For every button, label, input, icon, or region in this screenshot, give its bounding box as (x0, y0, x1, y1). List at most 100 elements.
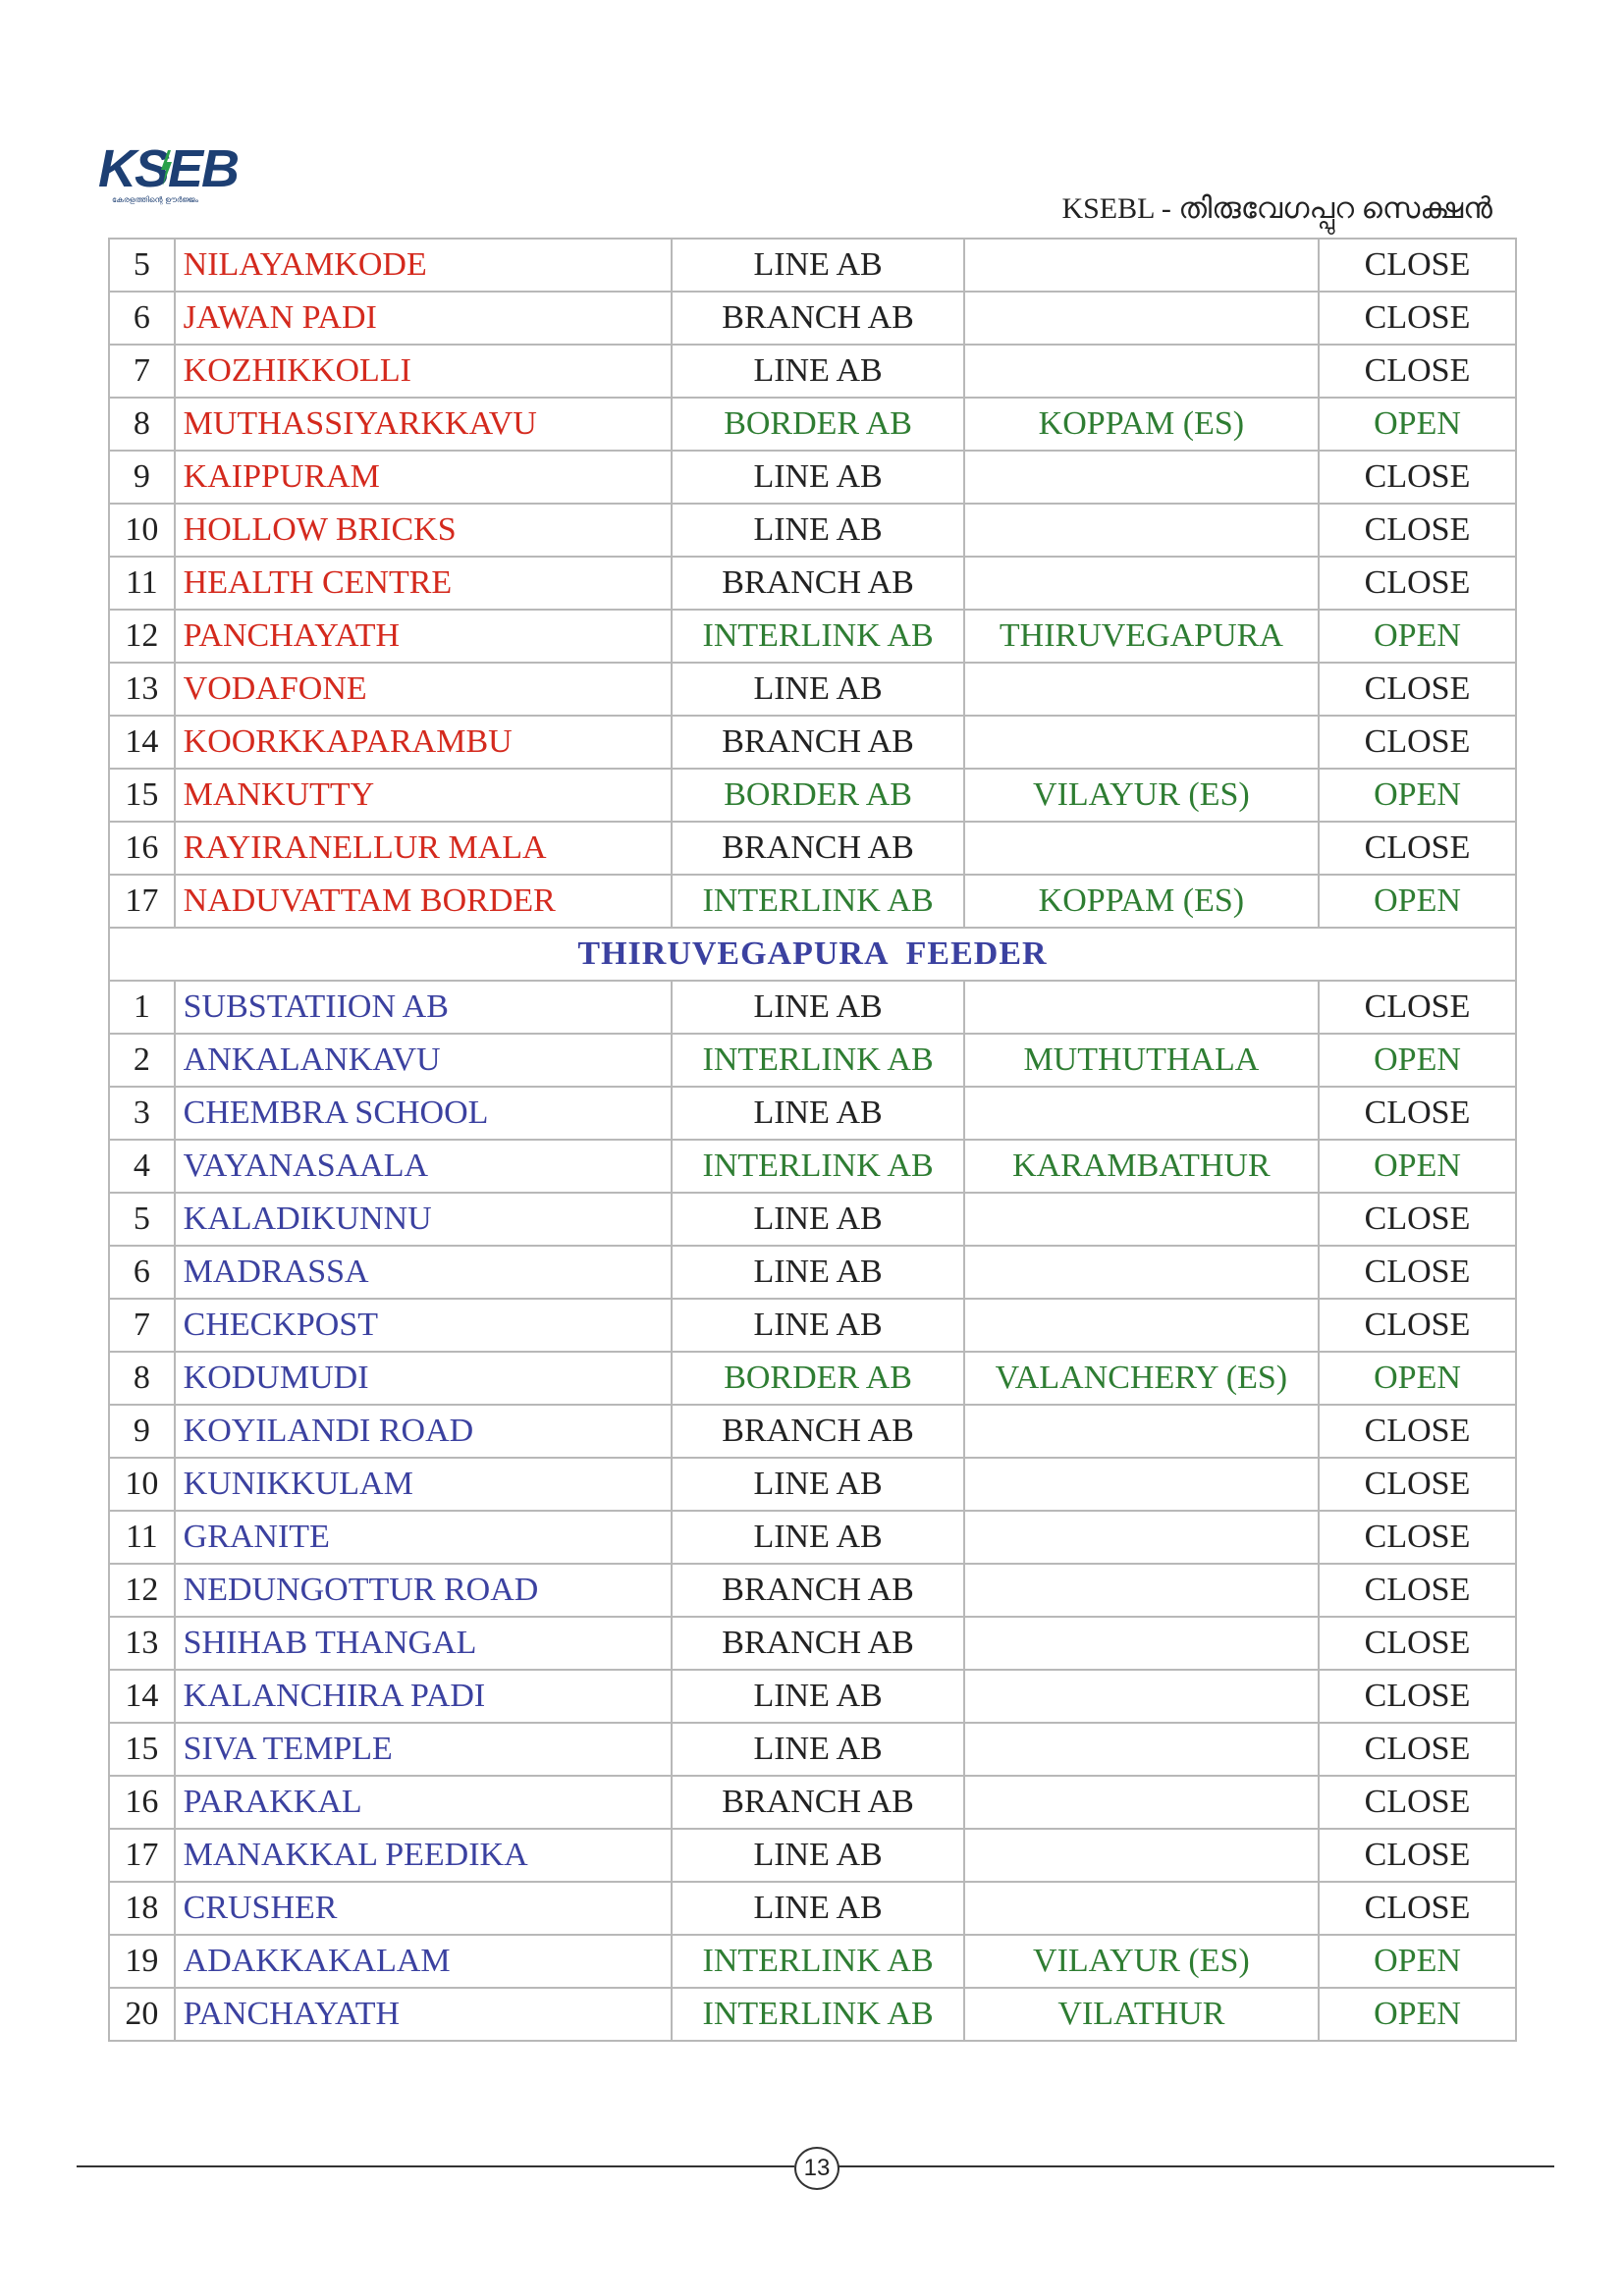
kseb-logo: KSEB കേരളത്തിന്റെ ഊർജ്ജം (98, 142, 265, 211)
connected-section (962, 1669, 1321, 1724)
ab-type: INTERLINK AB (671, 1934, 965, 1989)
footer-rule-right (838, 2165, 1554, 2167)
ab-type: LINE AB (671, 1722, 965, 1777)
connected-section (962, 980, 1321, 1035)
ab-type: INTERLINK AB (671, 874, 965, 929)
location-name: KUNIKKULAM (173, 1457, 674, 1512)
ab-type: LINE AB (671, 503, 965, 558)
ab-type: LINE AB (671, 344, 965, 399)
connected-section (962, 1404, 1321, 1459)
table-row: 13 SHIHAB THANGAL BRANCH AB CLOSE (108, 1616, 1517, 1671)
row-number: 10 (108, 1457, 176, 1512)
connected-section (962, 450, 1321, 505)
row-number: 9 (108, 1404, 176, 1459)
location-name: KALANCHIRA PADI (173, 1669, 674, 1724)
table-row: 2 ANKALANKAVU INTERLINK AB MUTHUTHALA OPEN (108, 1033, 1517, 1088)
row-number: 20 (108, 1987, 176, 2042)
switch-status: CLOSE (1318, 1828, 1517, 1883)
table-row: 5 NILAYAMKODE LINE AB CLOSE (108, 238, 1517, 293)
ab-type: LINE AB (671, 1192, 965, 1247)
ab-type: LINE AB (671, 1245, 965, 1300)
switch-status: CLOSE (1318, 1563, 1517, 1618)
ab-type: BRANCH AB (671, 1775, 965, 1830)
connected-section (962, 1245, 1321, 1300)
ab-type: LINE AB (671, 1298, 965, 1353)
table-row: 16 RAYIRANELLUR MALA BRANCH AB CLOSE (108, 821, 1517, 876)
switch-status: CLOSE (1318, 450, 1517, 505)
switch-status: CLOSE (1318, 1722, 1517, 1777)
page-number: 13 (794, 2147, 839, 2190)
location-name: KOORKKAPARAMBU (173, 715, 674, 770)
table-row: 15 SIVA TEMPLE LINE AB CLOSE (108, 1722, 1517, 1777)
switch-status: OPEN (1318, 1139, 1517, 1194)
location-name: SUBSTATIION AB (173, 980, 674, 1035)
location-name: ADAKKAKALAM (173, 1934, 674, 1989)
connected-section: VILAYUR (ES) (962, 768, 1321, 823)
row-number: 6 (108, 1245, 176, 1300)
ab-type: LINE AB (671, 662, 965, 717)
table-row: 7 KOZHIKKOLLI LINE AB CLOSE (108, 344, 1517, 399)
switch-status: CLOSE (1318, 1457, 1517, 1512)
row-number: 10 (108, 503, 176, 558)
table-row: 19 ADAKKAKALAM INTERLINK AB VILAYUR (ES) OPE… (108, 1934, 1517, 1989)
switch-status: OPEN (1318, 609, 1517, 664)
location-name: PARAKKAL (173, 1775, 674, 1830)
connected-section (962, 821, 1321, 876)
location-name: PANCHAYATH (173, 609, 674, 664)
ab-type: LINE AB (671, 450, 965, 505)
ab-type: BRANCH AB (671, 291, 965, 346)
table-row: 5 KALADIKUNNU LINE AB CLOSE (108, 1192, 1517, 1247)
feeder-heading-row: THIRUVEGAPURA FEEDER (108, 927, 1517, 982)
connected-section (962, 662, 1321, 717)
connected-section (962, 1616, 1321, 1671)
row-number: 19 (108, 1934, 176, 1989)
connected-section (962, 1881, 1321, 1936)
location-name: NILAYAMKODE (173, 238, 674, 293)
logo-tagline: കേരളത്തിന്റെ ഊർജ്ജം (112, 195, 198, 204)
switch-status: CLOSE (1318, 1245, 1517, 1300)
location-name: MUTHASSIYARKKAVU (173, 397, 674, 452)
connected-section: KOPPAM (ES) (962, 397, 1321, 452)
table-row: 11 GRANITE LINE AB CLOSE (108, 1510, 1517, 1565)
location-name: PANCHAYATH (173, 1987, 674, 2042)
switch-status: CLOSE (1318, 291, 1517, 346)
connected-section (962, 1510, 1321, 1565)
table-row: 15 MANKUTTY BORDER AB VILAYUR (ES) OPEN (108, 768, 1517, 823)
ab-type: INTERLINK AB (671, 1139, 965, 1194)
table-row: 10 KUNIKKULAM LINE AB CLOSE (108, 1457, 1517, 1512)
row-number: 14 (108, 715, 176, 770)
ab-type: BORDER AB (671, 397, 965, 452)
connected-section (962, 1722, 1321, 1777)
connected-section (962, 1775, 1321, 1830)
row-number: 12 (108, 609, 176, 664)
connected-section: THIRUVEGAPURA (962, 609, 1321, 664)
ab-switch-table: 5 NILAYAMKODE LINE AB CLOSE 6 JAWAN PADI BRANC… (108, 238, 1517, 2042)
table-row: 8 MUTHASSIYARKKAVU BORDER AB KOPPAM (ES) OPE… (108, 397, 1517, 452)
ab-type: BORDER AB (671, 768, 965, 823)
connected-section (962, 1457, 1321, 1512)
location-name: JAWAN PADI (173, 291, 674, 346)
connected-section: VALANCHERY (ES) (962, 1351, 1321, 1406)
switch-status: CLOSE (1318, 1510, 1517, 1565)
table-row: 9 KOYILANDI ROAD BRANCH AB CLOSE (108, 1404, 1517, 1459)
location-name: HEALTH CENTRE (173, 556, 674, 611)
row-number: 5 (108, 1192, 176, 1247)
location-name: NEDUNGOTTUR ROAD (173, 1563, 674, 1618)
ab-type: LINE AB (671, 1669, 965, 1724)
row-number: 7 (108, 1298, 176, 1353)
ab-type: BORDER AB (671, 1351, 965, 1406)
row-number: 2 (108, 1033, 176, 1088)
location-name: CHEMBRA SCHOOL (173, 1086, 674, 1141)
switch-status: CLOSE (1318, 1298, 1517, 1353)
row-number: 15 (108, 1722, 176, 1777)
table-row: 16 PARAKKAL BRANCH AB CLOSE (108, 1775, 1517, 1830)
row-number: 8 (108, 397, 176, 452)
table-row: 13 VODAFONE LINE AB CLOSE (108, 662, 1517, 717)
row-number: 5 (108, 238, 176, 293)
row-number: 17 (108, 874, 176, 929)
location-name: HOLLOW BRICKS (173, 503, 674, 558)
connected-section (962, 503, 1321, 558)
connected-section: MUTHUTHALA (962, 1033, 1321, 1088)
location-name: CRUSHER (173, 1881, 674, 1936)
row-number: 13 (108, 1616, 176, 1671)
